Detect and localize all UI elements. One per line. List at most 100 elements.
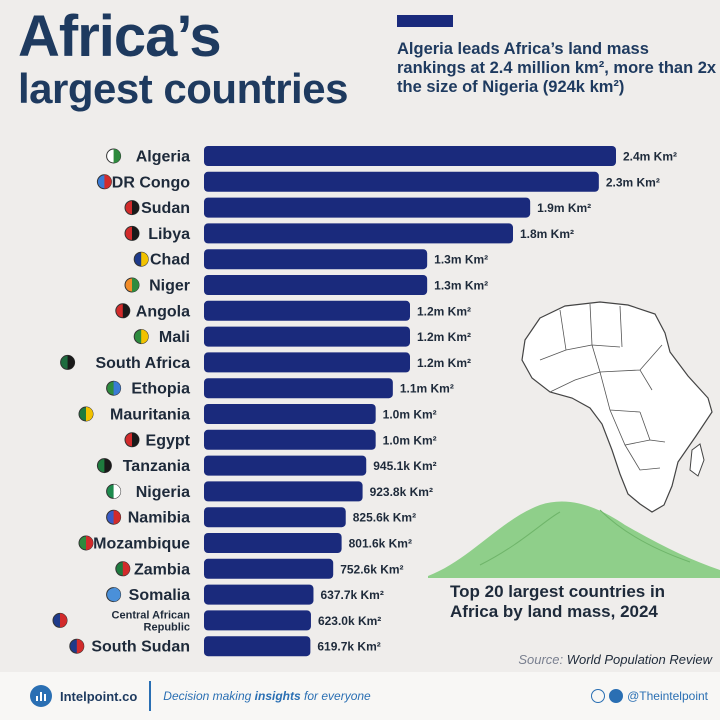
tagline: Decision making insights for everyone xyxy=(163,689,370,703)
value-label: 2.3m Km² xyxy=(606,175,660,189)
category-label: Chad xyxy=(150,252,190,269)
category-label: Algeria xyxy=(136,149,190,166)
flag-icon xyxy=(115,303,131,319)
bar xyxy=(204,275,428,295)
category-label: Republic xyxy=(144,621,190,633)
bar xyxy=(204,223,513,244)
value-label: 1.0m Km² xyxy=(383,408,437,422)
bar xyxy=(204,507,346,528)
bar-chart-icon xyxy=(30,685,52,707)
bar xyxy=(204,455,367,476)
category-label: DR Congo xyxy=(112,174,190,191)
value-label: 1.8m Km² xyxy=(520,227,574,241)
bar xyxy=(204,404,376,424)
flag-icon xyxy=(106,148,122,164)
value-label: 1.1m Km² xyxy=(400,382,454,396)
bar xyxy=(204,352,410,373)
value-label: 2.4m Km² xyxy=(623,150,677,164)
flag-icon xyxy=(60,354,76,370)
value-label: 923.8k Km² xyxy=(370,485,433,499)
flag-icon xyxy=(133,329,149,345)
accent-bar xyxy=(397,15,453,27)
madagascar xyxy=(689,443,705,477)
flag-icon xyxy=(78,406,94,422)
title-line-1: Africa’s xyxy=(18,4,222,69)
value-label: 1.2m Km² xyxy=(417,304,471,318)
bar xyxy=(204,378,393,399)
value-label: 623.0k Km² xyxy=(318,614,381,628)
value-label: 825.6k Km² xyxy=(353,511,416,525)
bar xyxy=(204,636,311,657)
value-label: 1.2m Km² xyxy=(417,330,471,344)
value-label: 752.6k Km² xyxy=(340,562,403,576)
instagram-icon[interactable] xyxy=(591,689,606,703)
source-label: Source: xyxy=(518,652,564,667)
flag-icon xyxy=(96,174,112,190)
source-note: Source: World Population Review xyxy=(518,652,712,667)
social-handle[interactable]: @Theintelpoint xyxy=(627,689,708,703)
flag-icon xyxy=(124,277,140,293)
flag-icon xyxy=(106,509,122,525)
flag-icon xyxy=(124,225,140,241)
category-label: Angola xyxy=(136,303,190,320)
source-name: World Population Review xyxy=(566,652,712,667)
tagline-after: for everyone xyxy=(300,689,371,703)
flag-icon xyxy=(69,638,85,654)
value-label: 945.1k Km² xyxy=(373,459,436,473)
bar xyxy=(204,146,616,166)
africa-borders xyxy=(539,303,666,471)
value-label: 1.9m Km² xyxy=(537,201,591,215)
category-label: Mauritania xyxy=(110,407,190,424)
bar xyxy=(204,610,311,631)
value-label: 619.7k Km² xyxy=(317,640,380,654)
category-label: Mozambique xyxy=(93,536,190,553)
value-label: 1.3m Km² xyxy=(434,279,488,293)
title-line-2: largest countries xyxy=(18,65,348,112)
flag-icon xyxy=(106,483,122,499)
flag-icon xyxy=(124,432,140,448)
value-label: 637.7k Km² xyxy=(320,588,383,602)
social-links: @Theintelpoint xyxy=(591,689,708,703)
value-label: 1.0m Km² xyxy=(383,433,437,447)
bar xyxy=(204,171,599,192)
facebook-icon[interactable] xyxy=(609,689,624,703)
bar xyxy=(204,326,410,347)
flag-icon xyxy=(133,251,149,267)
bar xyxy=(204,197,531,218)
value-label: 1.3m Km² xyxy=(434,253,488,267)
category-label: Niger xyxy=(149,278,190,295)
bar xyxy=(204,584,314,605)
category-label: Mali xyxy=(159,329,190,346)
value-label: 1.2m Km² xyxy=(417,356,471,370)
category-label: South Sudan xyxy=(91,639,190,656)
flag-icon xyxy=(106,587,122,603)
subtitle: Algeria leads Africa’s land mass ranking… xyxy=(397,40,717,96)
category-label: Tanzania xyxy=(123,458,190,475)
bar xyxy=(204,249,428,270)
category-label: Namibia xyxy=(128,510,190,527)
category-label: Central African xyxy=(112,609,191,621)
bars-group: Algeria 2.4m Km² DR Congo 2.3m Km² Sudan 1.9m… xyxy=(52,146,677,657)
category-label: South Africa xyxy=(95,355,190,372)
africa-map xyxy=(521,301,713,513)
category-label: Somalia xyxy=(129,587,190,604)
bar xyxy=(204,429,376,450)
flag-icon xyxy=(52,612,68,628)
africa-outline xyxy=(521,301,713,513)
page-title: Africa’s largest countries xyxy=(18,8,348,110)
footer: Intelpoint.co Decision making insights f… xyxy=(0,672,720,720)
category-label: Ethopia xyxy=(131,381,190,398)
map-caption: Top 20 largest countries in Africa by la… xyxy=(450,582,666,621)
tagline-emphasis: insights xyxy=(254,689,301,703)
bar xyxy=(204,481,363,502)
flag-icon xyxy=(106,380,122,396)
category-label: Nigeria xyxy=(136,484,190,501)
category-label: Egypt xyxy=(146,432,191,449)
tagline-before: Decision making xyxy=(163,689,255,703)
flag-icon xyxy=(96,458,112,474)
brand-link[interactable]: Intelpoint.co xyxy=(60,688,138,704)
mountain-illustration xyxy=(428,501,720,578)
bar xyxy=(204,300,410,321)
category-label: Zambia xyxy=(134,561,190,578)
footer-divider xyxy=(149,681,152,711)
